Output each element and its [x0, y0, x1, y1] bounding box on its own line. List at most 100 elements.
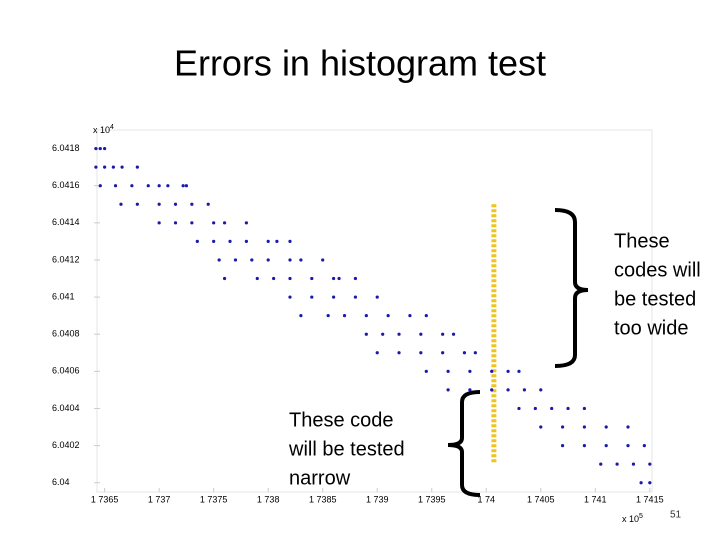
y-tick-label: 6.0408 — [52, 329, 80, 339]
x-tick-label: 1 7375 — [200, 494, 228, 504]
y-multiplier-base: x 10 — [93, 125, 110, 135]
y-multiplier-exp: 4 — [110, 124, 114, 131]
point — [130, 184, 134, 188]
point — [173, 202, 178, 206]
x-tick-label: 1 7365 — [91, 494, 119, 504]
point — [173, 221, 178, 225]
y-tick-label: 6.0416 — [52, 180, 80, 190]
point — [206, 202, 210, 206]
annotation: be tested — [614, 288, 696, 310]
point — [190, 221, 194, 225]
point — [166, 184, 170, 188]
point — [424, 369, 428, 373]
plot-frame — [96, 129, 653, 493]
point — [299, 314, 303, 318]
y-tick-label: 6.0404 — [52, 403, 80, 413]
point — [648, 462, 652, 466]
point — [255, 276, 259, 281]
point — [462, 351, 467, 355]
point — [473, 351, 477, 355]
point — [310, 276, 314, 281]
annotation: These code — [289, 409, 394, 431]
point — [408, 314, 412, 318]
x-tick-label: 1 741 — [584, 494, 607, 504]
right-brace — [554, 208, 589, 368]
point — [146, 184, 150, 188]
x-tick-label: 1 739 — [366, 494, 389, 504]
point — [244, 221, 248, 225]
point — [550, 406, 554, 411]
point — [566, 406, 570, 411]
page-number: 51 — [670, 510, 682, 521]
point — [228, 239, 232, 243]
point — [446, 388, 450, 392]
y-tick-label: 6.0414 — [52, 217, 80, 227]
point — [468, 388, 472, 392]
annotation: narrow — [289, 467, 351, 489]
annotation: These — [614, 230, 670, 252]
point — [560, 425, 565, 429]
point — [94, 165, 98, 169]
point — [135, 202, 139, 206]
x-tick-label: 1 7415 — [636, 494, 664, 504]
point — [364, 332, 368, 336]
point — [157, 184, 161, 188]
point — [119, 202, 123, 206]
point — [375, 295, 379, 299]
point — [222, 276, 227, 281]
point — [506, 369, 510, 373]
point — [288, 276, 292, 281]
point — [441, 332, 445, 336]
point — [353, 295, 358, 299]
point — [299, 258, 303, 262]
point — [626, 443, 630, 448]
point — [615, 462, 619, 466]
point — [490, 388, 494, 392]
point — [381, 332, 385, 336]
annotation: codes will — [614, 259, 701, 281]
point — [342, 314, 347, 318]
x-multiplier: x 105 — [622, 513, 643, 525]
point — [419, 332, 423, 336]
y-tick-label: 6.0412 — [52, 254, 80, 264]
x-tick-label: 1 74 — [477, 494, 495, 504]
point — [275, 239, 279, 243]
point — [222, 221, 227, 225]
point — [98, 184, 102, 188]
point — [397, 351, 401, 355]
point — [212, 221, 216, 225]
point — [266, 258, 270, 262]
point — [386, 314, 390, 318]
point — [582, 406, 586, 411]
point — [446, 369, 450, 373]
point — [517, 406, 521, 411]
point — [582, 425, 586, 429]
point — [272, 276, 276, 281]
y-tick-label: 6.0402 — [52, 440, 80, 450]
annotation: too wide — [614, 317, 689, 339]
point — [244, 239, 248, 243]
left-brace — [447, 390, 481, 497]
point — [353, 276, 358, 281]
point — [533, 406, 537, 411]
annotation: will be tested — [288, 438, 405, 460]
point — [604, 443, 608, 448]
point — [332, 276, 336, 281]
point — [103, 165, 107, 169]
point — [310, 295, 314, 299]
point — [233, 258, 238, 262]
point — [113, 184, 118, 188]
point — [506, 388, 510, 392]
x-tick-label: 1 7395 — [418, 494, 446, 504]
point — [468, 369, 472, 373]
x-multiplier-exp: 5 — [639, 513, 643, 520]
point — [135, 165, 139, 169]
point — [94, 146, 98, 151]
point — [250, 258, 254, 262]
point — [582, 443, 586, 448]
point — [397, 332, 401, 336]
y-tick-label: 6.041 — [52, 291, 75, 301]
point — [212, 239, 216, 243]
point — [288, 239, 292, 243]
